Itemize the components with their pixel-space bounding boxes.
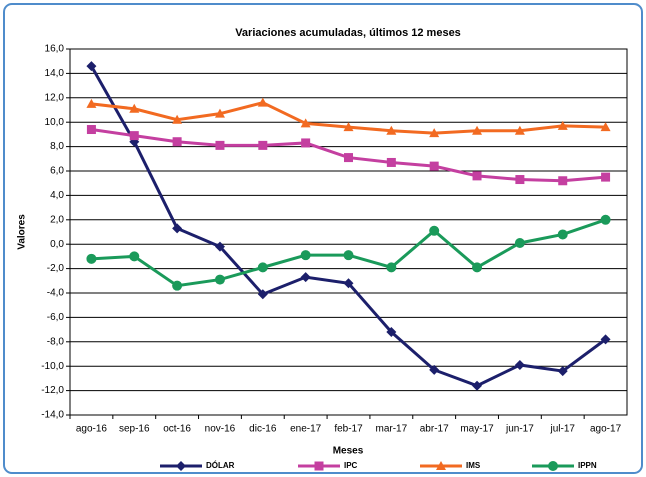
marker — [515, 175, 525, 185]
y-tick-label: -8,0 — [47, 336, 65, 347]
marker — [172, 280, 183, 291]
y-tick-label: -12,0 — [41, 385, 64, 396]
chart-title: Variaciones acumuladas, últimos 12 meses — [235, 27, 461, 39]
legend-label: IPC — [344, 461, 358, 470]
y-tick-label: 0,0 — [50, 239, 64, 250]
marker — [558, 176, 568, 186]
plot-area — [69, 48, 628, 416]
legend-marker — [314, 461, 324, 471]
x-tick-label: may-17 — [460, 424, 494, 435]
x-axis-label: Meses — [333, 446, 364, 457]
marker — [600, 334, 611, 345]
y-tick-label: 8,0 — [50, 141, 64, 152]
x-tick-label: oct-16 — [163, 424, 191, 435]
marker — [429, 161, 439, 171]
marker — [258, 140, 268, 150]
marker — [300, 272, 311, 283]
marker — [257, 97, 268, 107]
x-tick-label: jul-17 — [549, 424, 575, 435]
marker — [257, 262, 268, 273]
y-tick-label: -10,0 — [41, 361, 64, 372]
marker — [343, 278, 354, 289]
y-tick-label: 6,0 — [50, 166, 64, 177]
marker — [86, 125, 96, 135]
x-tick-label: ago-16 — [76, 424, 108, 435]
y-tick-label: 2,0 — [50, 214, 64, 225]
x-tick-label: dic-16 — [249, 424, 277, 435]
marker — [215, 140, 225, 150]
y-tick-label: 12,0 — [45, 92, 65, 103]
marker — [86, 253, 97, 264]
marker — [429, 225, 440, 236]
marker — [257, 289, 268, 300]
x-tick-label: ene-17 — [290, 424, 322, 435]
legend-label: DÓLAR — [206, 461, 235, 470]
marker — [214, 241, 225, 252]
y-axis-label: Valores — [17, 214, 28, 250]
x-tick-label: nov-16 — [205, 424, 236, 435]
marker — [86, 61, 97, 72]
legend-marker — [176, 461, 186, 471]
marker — [472, 171, 482, 181]
marker — [129, 103, 140, 113]
marker — [429, 364, 440, 375]
y-tick-label: -6,0 — [47, 312, 65, 323]
marker — [472, 380, 483, 391]
y-tick-label: -2,0 — [47, 263, 65, 274]
marker — [301, 138, 311, 148]
marker — [472, 262, 483, 273]
marker — [129, 251, 140, 262]
marker — [129, 131, 139, 141]
marker — [86, 98, 97, 108]
marker — [600, 214, 611, 225]
marker — [514, 359, 525, 370]
marker — [472, 125, 483, 135]
legend-marker — [548, 461, 558, 471]
x-tick-label: jun-17 — [505, 424, 534, 435]
marker — [557, 229, 568, 240]
marker — [172, 137, 182, 147]
marker — [386, 125, 397, 135]
marker — [386, 327, 397, 338]
marker — [386, 262, 397, 273]
x-tick-label: ago-17 — [590, 424, 622, 435]
marker — [600, 122, 611, 132]
marker — [429, 128, 440, 138]
y-tick-label: 14,0 — [45, 68, 65, 79]
x-tick-label: feb-17 — [334, 424, 363, 435]
x-tick-label: sep-16 — [119, 424, 150, 435]
x-tick-label: abr-17 — [420, 424, 449, 435]
marker — [300, 250, 311, 261]
y-tick-label: -4,0 — [47, 288, 65, 299]
y-tick-label: 4,0 — [50, 190, 64, 201]
marker — [172, 223, 183, 234]
marker — [300, 118, 311, 128]
marker — [601, 172, 611, 182]
marker — [343, 250, 354, 261]
marker — [214, 274, 225, 285]
marker — [557, 120, 568, 130]
marker — [343, 122, 354, 132]
marker — [514, 125, 525, 135]
x-tick-label: mar-17 — [376, 424, 408, 435]
legend-label: IPPN — [578, 461, 597, 470]
marker — [214, 108, 225, 118]
marker — [344, 153, 353, 163]
legend-label: IMS — [466, 461, 481, 470]
y-tick-label: 10,0 — [45, 117, 65, 128]
y-tick-label: 16,0 — [45, 44, 65, 55]
marker — [386, 157, 396, 167]
legend-marker — [436, 461, 446, 470]
marker — [172, 114, 183, 124]
marker — [514, 237, 525, 248]
y-tick-label: -14,0 — [41, 410, 64, 421]
marker — [557, 366, 568, 377]
